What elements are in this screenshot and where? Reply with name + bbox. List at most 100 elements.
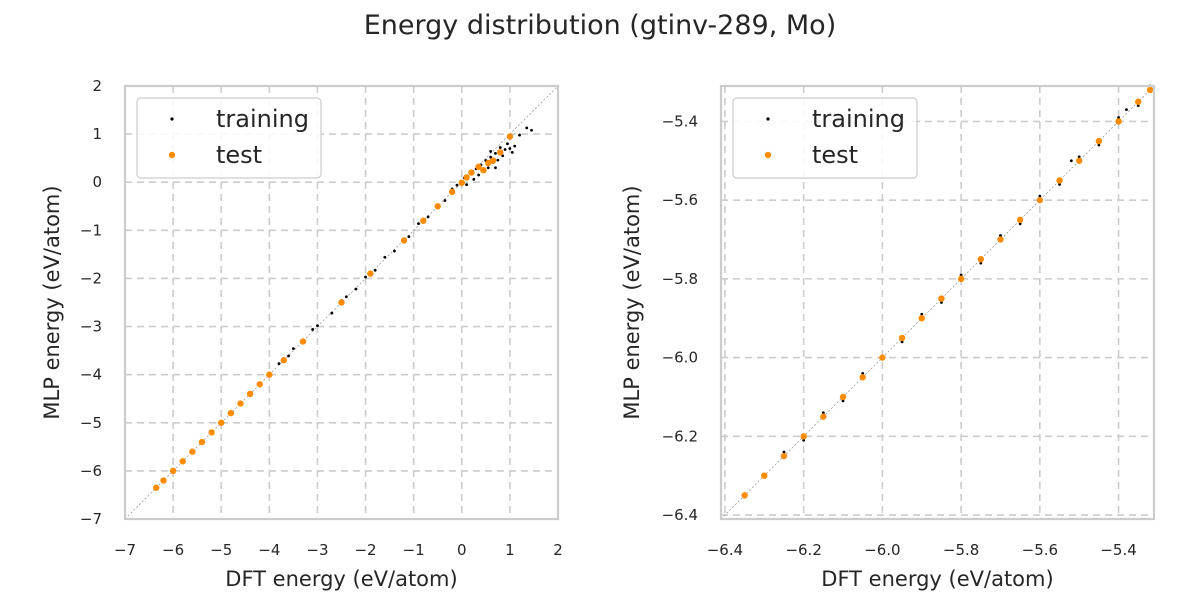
- training-point: [999, 234, 1002, 237]
- y-tick-label: −6.0: [662, 349, 698, 367]
- x-tick-label: −1: [403, 541, 425, 559]
- x-tick-label: −4: [258, 541, 280, 559]
- training-point: [494, 166, 497, 170]
- x-tick-label: −5.6: [1022, 541, 1058, 559]
- x-tick-label: −5: [210, 541, 232, 559]
- training-point: [472, 177, 476, 181]
- training-point: [489, 150, 493, 153]
- test-point: [153, 484, 160, 491]
- x-tick-label: −5.8: [943, 541, 979, 559]
- training-point: [498, 146, 502, 149]
- training-point: [959, 273, 963, 277]
- training-point: [530, 128, 533, 132]
- training-point: [477, 173, 481, 177]
- training-point: [277, 362, 281, 366]
- test-point: [189, 448, 196, 455]
- training-point: [344, 295, 348, 299]
- training-point: [1077, 155, 1081, 159]
- legend: training test: [136, 97, 322, 179]
- test-point: [938, 295, 945, 302]
- training-point: [1125, 108, 1128, 112]
- test-point: [497, 149, 504, 156]
- test-point: [898, 334, 906, 342]
- test-point: [266, 371, 273, 378]
- x-tick-label: 1: [505, 541, 515, 559]
- training-point: [383, 255, 387, 259]
- test-point: [400, 237, 408, 244]
- test-point: [741, 492, 748, 499]
- test-point: [475, 163, 482, 171]
- x-tick-label: −3: [306, 541, 328, 559]
- training-point: [486, 166, 490, 170]
- plot-frame: [719, 84, 1156, 521]
- y-tick-label: −3: [80, 318, 102, 336]
- scatter-panel-left: −7 −6 −5 −4 −3 −2 −1 0 1 2 −7 −6 −5 −4 −3 −2 −1 0 1 2 DFT en…: [40, 77, 563, 591]
- test-point: [1135, 98, 1142, 105]
- y-tick-label: −6.2: [662, 427, 698, 445]
- test-point: [859, 374, 866, 381]
- test-point: [820, 413, 827, 420]
- test-point: [468, 169, 475, 176]
- test-point: [237, 400, 244, 407]
- test-point: [977, 256, 984, 263]
- training-point: [291, 347, 295, 351]
- legend-marker-test: [764, 151, 772, 159]
- scatter-panel-right: −6.4 −6.2 −6.0 −5.8 −5.6 −5.4 −6.4 −6.2 −6.0 −5.8…: [620, 84, 1156, 591]
- training-point: [1117, 116, 1120, 119]
- series-test: [153, 133, 514, 491]
- test-point: [1016, 216, 1024, 224]
- x-tick-label: 2: [553, 541, 563, 559]
- legend-label-test: test: [216, 141, 262, 169]
- training-point: [426, 215, 430, 219]
- training-point: [496, 158, 500, 162]
- training-point: [510, 150, 514, 154]
- y-axis-label: MLP energy (eV/atom): [40, 185, 64, 419]
- training-point: [364, 275, 367, 279]
- test-point: [218, 419, 225, 426]
- test-point: [420, 217, 427, 224]
- training-point: [821, 411, 825, 415]
- test-point: [160, 477, 167, 484]
- y-tick-label: 0: [92, 173, 102, 191]
- test-point: [227, 409, 235, 417]
- training-point: [455, 183, 459, 187]
- figure-title: Energy distribution (gtinv-289, Mo): [364, 10, 836, 41]
- y-tick-label: −6: [80, 462, 102, 480]
- x-axis-label: DFT energy (eV/atom): [225, 567, 457, 591]
- test-point: [246, 390, 254, 398]
- test-point: [338, 299, 345, 306]
- legend-label-training: training: [812, 105, 905, 133]
- grid-right: [721, 86, 1154, 519]
- legend-label-test: test: [812, 141, 858, 169]
- y-tick-label: −5: [80, 414, 102, 432]
- training-point: [393, 249, 396, 253]
- training-point: [802, 438, 806, 442]
- test-point: [458, 179, 465, 186]
- test-point: [879, 354, 886, 361]
- test-point: [918, 315, 925, 322]
- training-point: [287, 354, 290, 358]
- y-axis-label: MLP energy (eV/atom): [620, 185, 644, 419]
- x-tick-label: −2: [354, 541, 376, 559]
- x-tick-label: −5.4: [1100, 541, 1136, 559]
- test-point: [1056, 177, 1063, 184]
- training-point: [1136, 104, 1140, 108]
- test-point: [367, 270, 374, 277]
- training-point: [494, 151, 497, 155]
- training-point: [330, 311, 334, 315]
- legend-label-training: training: [216, 105, 309, 133]
- training-point: [316, 324, 319, 327]
- y-tick-label: −1: [80, 221, 102, 239]
- legend-marker-test: [168, 151, 176, 159]
- plot-frame: [123, 84, 560, 521]
- test-point: [1095, 137, 1103, 145]
- test-point: [780, 452, 788, 460]
- training-point: [407, 235, 411, 238]
- training-point: [1097, 143, 1101, 147]
- x-tick-label: −6.4: [707, 541, 743, 559]
- test-point: [1076, 157, 1083, 164]
- test-point: [448, 188, 456, 196]
- training-point: [465, 183, 468, 187]
- training-point: [920, 312, 924, 316]
